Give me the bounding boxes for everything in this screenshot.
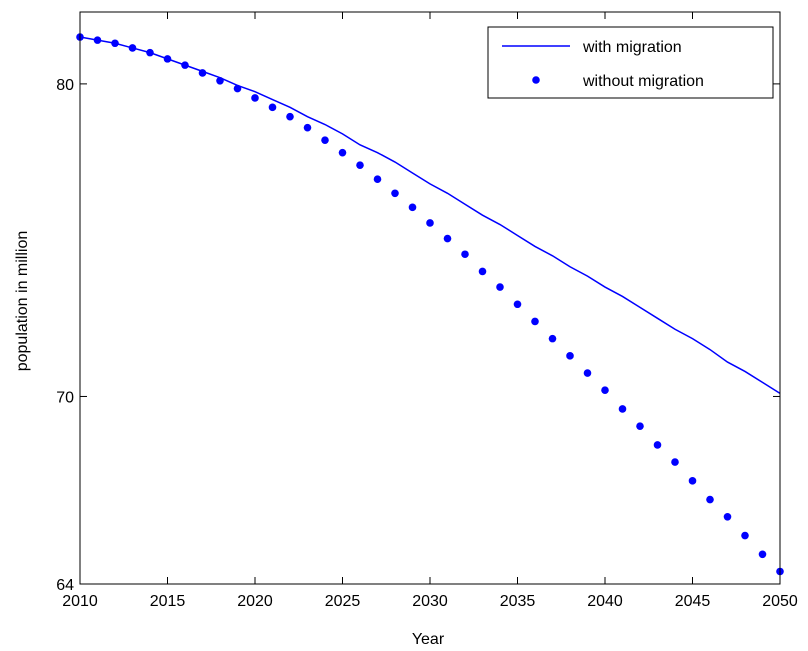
data-point-without-migration xyxy=(286,112,294,121)
data-point-without-migration xyxy=(688,477,697,485)
series-layer xyxy=(76,33,784,576)
x-tick-label: 2045 xyxy=(675,593,711,610)
data-point-without-migration xyxy=(356,161,364,169)
data-point-without-migration xyxy=(391,189,399,198)
x-tick-label: 2015 xyxy=(150,593,186,610)
y-axis-label: population in million xyxy=(14,231,31,372)
data-point-without-migration xyxy=(513,300,522,309)
x-tick-label: 2020 xyxy=(237,593,273,610)
data-point-without-migration xyxy=(758,550,767,559)
legend-box xyxy=(487,26,774,99)
x-tick-label: 2010 xyxy=(62,593,98,610)
data-point-without-migration xyxy=(338,148,347,157)
legend: with migration without migration xyxy=(487,26,774,99)
data-point-without-migration xyxy=(566,352,574,360)
data-point-without-migration xyxy=(373,175,382,184)
data-point-without-migration xyxy=(408,203,417,212)
x-tick-label: 2035 xyxy=(500,593,536,610)
y-tick-label: 80 xyxy=(56,77,74,94)
data-point-without-migration xyxy=(531,317,539,326)
data-point-without-migration xyxy=(723,512,732,521)
series-line-with-migration xyxy=(79,36,781,394)
data-point-without-migration xyxy=(478,267,487,276)
data-point-without-migration xyxy=(706,495,714,504)
data-point-without-migration xyxy=(548,334,557,343)
data-point-without-migration xyxy=(653,441,662,449)
data-point-without-migration xyxy=(426,219,434,227)
data-point-without-migration xyxy=(111,39,119,48)
x-tick-label: 2025 xyxy=(325,593,361,610)
data-point-without-migration xyxy=(251,94,259,102)
data-point-without-migration xyxy=(741,531,749,540)
data-point-without-migration xyxy=(163,55,172,63)
data-point-without-migration xyxy=(216,76,224,85)
data-point-without-migration xyxy=(198,69,207,77)
data-point-without-migration xyxy=(321,136,329,144)
data-point-without-migration xyxy=(601,386,609,395)
x-axis-label: Year xyxy=(412,631,445,648)
ticks-layer: 2010 2015 2020 2025 2030 2035 2040 2045 2050 64 70… xyxy=(56,12,798,610)
x-tick-label: 2030 xyxy=(412,593,448,610)
x-tick-label: 2050 xyxy=(762,593,798,610)
data-point-without-migration xyxy=(93,36,102,44)
y-tick-label: 70 xyxy=(56,389,74,406)
data-point-without-migration xyxy=(268,103,277,112)
data-point-without-migration xyxy=(181,61,189,69)
y-tick-label: 64 xyxy=(56,577,74,594)
data-point-without-migration xyxy=(636,422,644,430)
data-point-without-migration xyxy=(303,123,312,132)
data-point-without-migration xyxy=(583,369,592,377)
legend-label: with migration xyxy=(582,39,682,56)
data-point-without-migration xyxy=(146,48,154,57)
data-point-without-migration xyxy=(671,458,679,466)
legend-swatch-marker xyxy=(532,76,540,84)
data-point-without-migration xyxy=(496,283,504,291)
data-point-without-migration xyxy=(618,405,627,413)
data-point-without-migration xyxy=(443,234,452,243)
legend-label: without migration xyxy=(582,73,704,90)
data-point-without-migration xyxy=(233,84,242,93)
data-point-without-migration xyxy=(128,44,137,52)
data-point-without-migration xyxy=(461,250,469,259)
x-tick-label: 2040 xyxy=(587,593,623,610)
